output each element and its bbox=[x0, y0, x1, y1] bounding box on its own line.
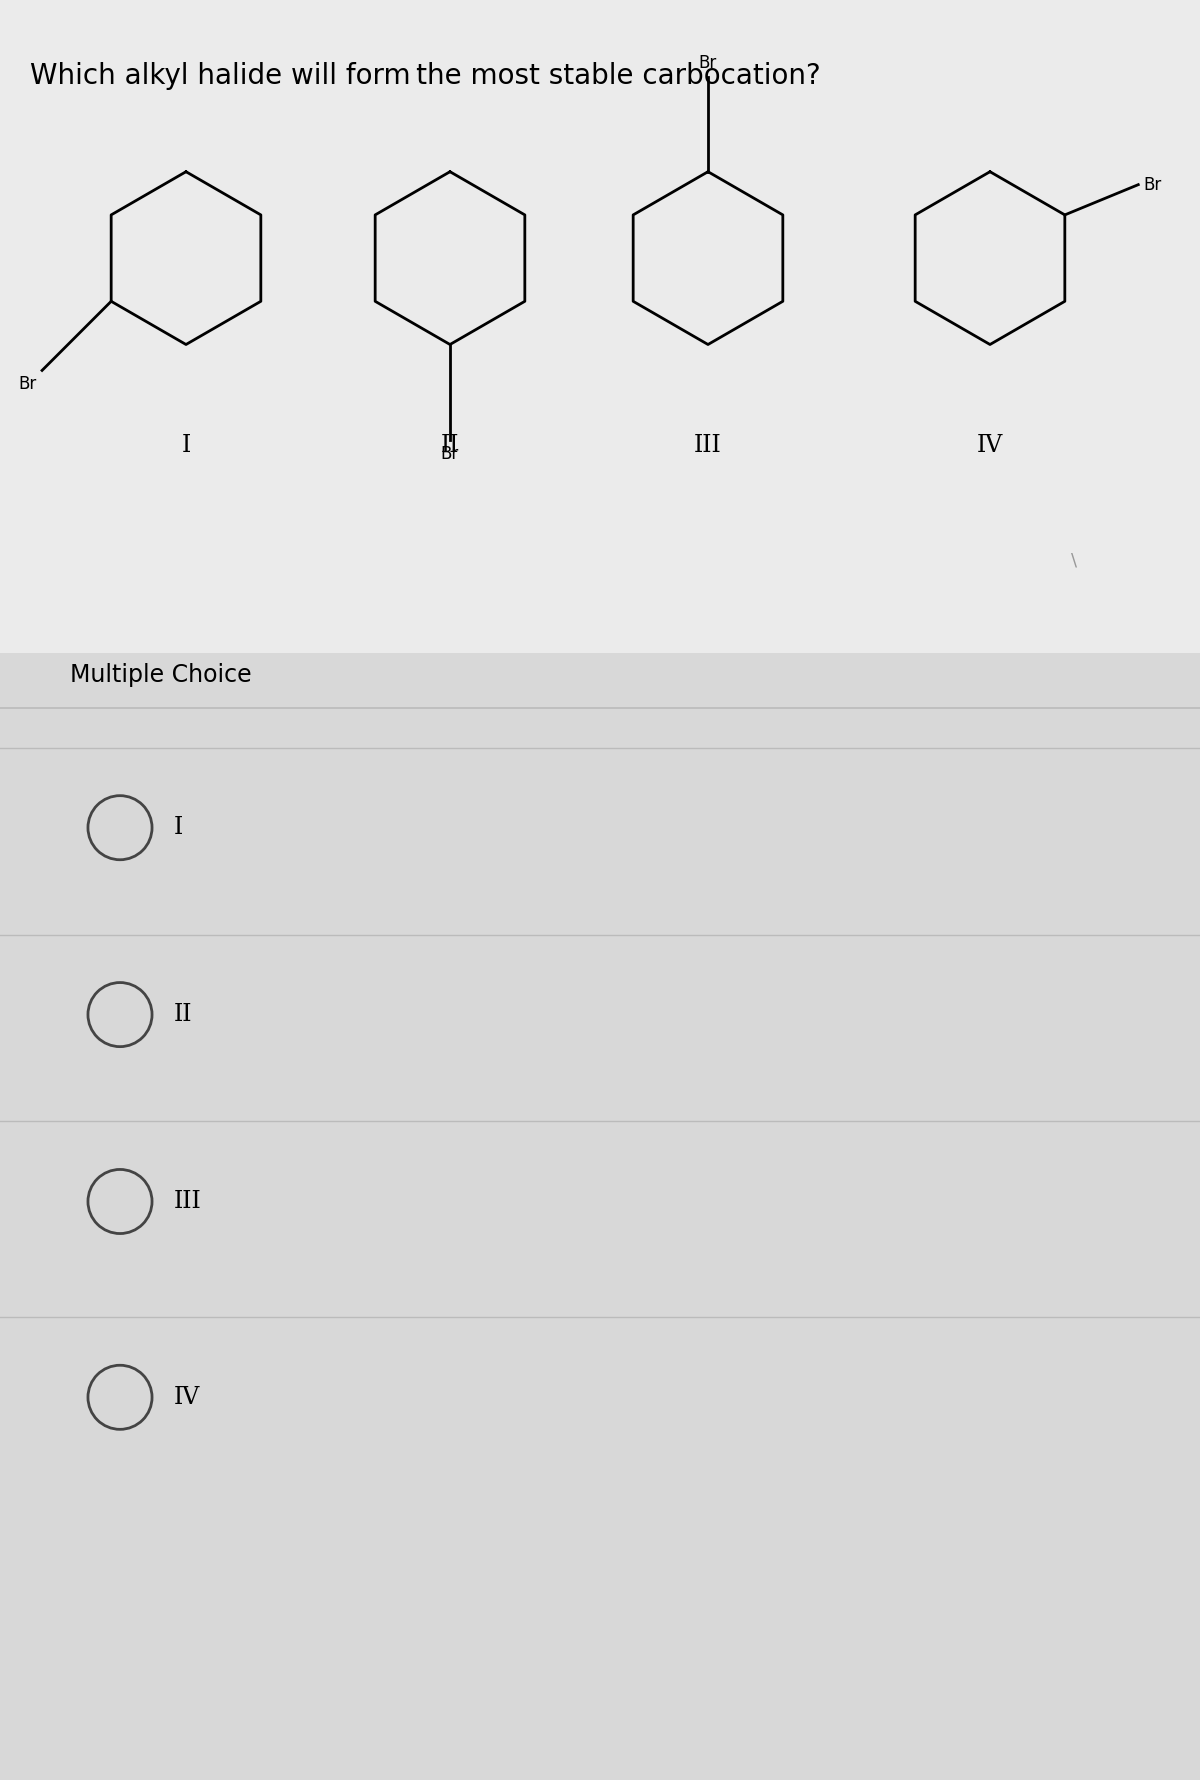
Text: Br: Br bbox=[698, 53, 718, 71]
Bar bbox=[0, 676, 1200, 1780]
Text: Multiple Choice: Multiple Choice bbox=[70, 664, 252, 687]
Text: \: \ bbox=[1070, 552, 1078, 570]
Text: III: III bbox=[174, 1191, 202, 1212]
Text: II: II bbox=[174, 1004, 192, 1025]
Text: Br: Br bbox=[440, 445, 460, 463]
Text: I: I bbox=[181, 434, 191, 456]
Bar bbox=[0, 0, 1200, 676]
Text: I: I bbox=[174, 817, 184, 838]
Text: Which alkyl halide will form the most stable carbocation?: Which alkyl halide will form the most st… bbox=[30, 62, 821, 91]
Text: II: II bbox=[440, 434, 460, 456]
Text: IV: IV bbox=[174, 1387, 200, 1408]
Text: IV: IV bbox=[977, 434, 1003, 456]
Text: Br: Br bbox=[1144, 176, 1162, 194]
Text: Br: Br bbox=[19, 376, 37, 393]
Bar bbox=[0, 653, 1200, 714]
Text: III: III bbox=[694, 434, 722, 456]
